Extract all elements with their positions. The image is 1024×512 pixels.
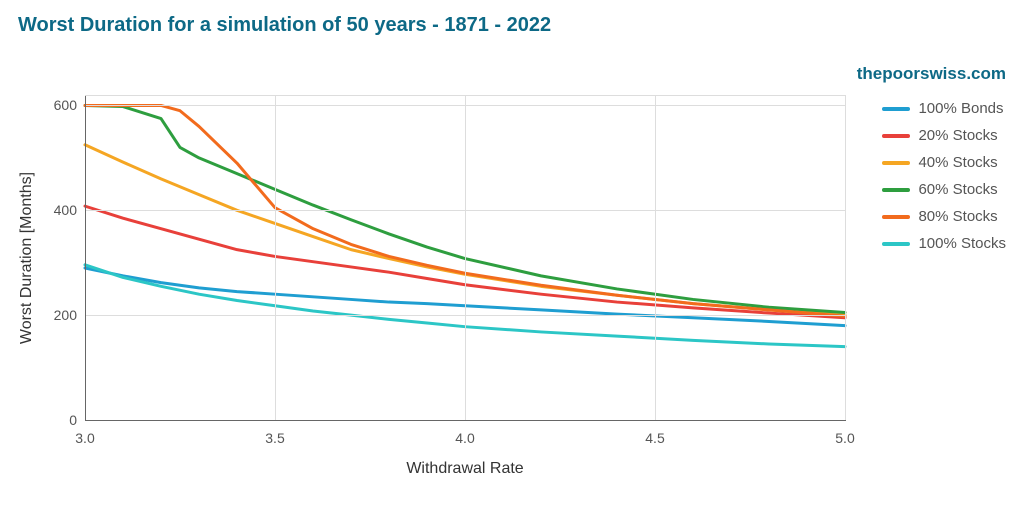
x-tick-label: 3.5 <box>265 430 284 446</box>
x-tick-label: 4.0 <box>455 430 474 446</box>
x-tick-label: 5.0 <box>835 430 854 446</box>
grid-line-horizontal <box>85 105 845 106</box>
legend-item: 100% Bonds <box>882 100 1006 117</box>
x-tick-label: 3.0 <box>75 430 94 446</box>
axis-border <box>85 95 86 420</box>
legend-label: 100% Stocks <box>918 235 1006 252</box>
x-tick-label: 4.5 <box>645 430 664 446</box>
axis-border <box>85 95 845 96</box>
y-tick-label: 200 <box>45 307 77 323</box>
grid-line-vertical <box>275 95 276 420</box>
legend-item: 60% Stocks <box>882 181 1006 198</box>
legend-label: 80% Stocks <box>918 208 997 225</box>
grid-line-vertical <box>655 95 656 420</box>
axis-border <box>85 420 846 421</box>
legend-item: 40% Stocks <box>882 154 1006 171</box>
y-tick-label: 0 <box>45 412 77 428</box>
attribution-text: thepoorswiss.com <box>857 64 1006 84</box>
legend-label: 60% Stocks <box>918 181 997 198</box>
legend-item: 100% Stocks <box>882 235 1006 252</box>
legend-swatch <box>882 242 910 246</box>
axis-border <box>845 95 846 420</box>
legend-swatch <box>882 134 910 138</box>
legend-swatch <box>882 161 910 165</box>
grid-line-horizontal <box>85 315 845 316</box>
x-axis-label: Withdrawal Rate <box>406 460 523 478</box>
legend: 100% Bonds 20% Stocks 40% Stocks 60% Stocks… <box>882 100 1006 252</box>
legend-swatch <box>882 107 910 111</box>
legend-item: 80% Stocks <box>882 208 1006 225</box>
y-tick-label: 600 <box>45 97 77 113</box>
grid-line-vertical <box>465 95 466 420</box>
legend-swatch <box>882 188 910 192</box>
legend-label: 100% Bonds <box>918 100 1003 117</box>
grid-line-horizontal <box>85 210 845 211</box>
chart-title: Worst Duration for a simulation of 50 ye… <box>18 14 551 37</box>
legend-label: 20% Stocks <box>918 127 997 144</box>
legend-item: 20% Stocks <box>882 127 1006 144</box>
y-axis-label: Worst Duration [Months] <box>18 171 36 343</box>
legend-label: 40% Stocks <box>918 154 997 171</box>
y-tick-label: 400 <box>45 202 77 218</box>
legend-swatch <box>882 215 910 219</box>
